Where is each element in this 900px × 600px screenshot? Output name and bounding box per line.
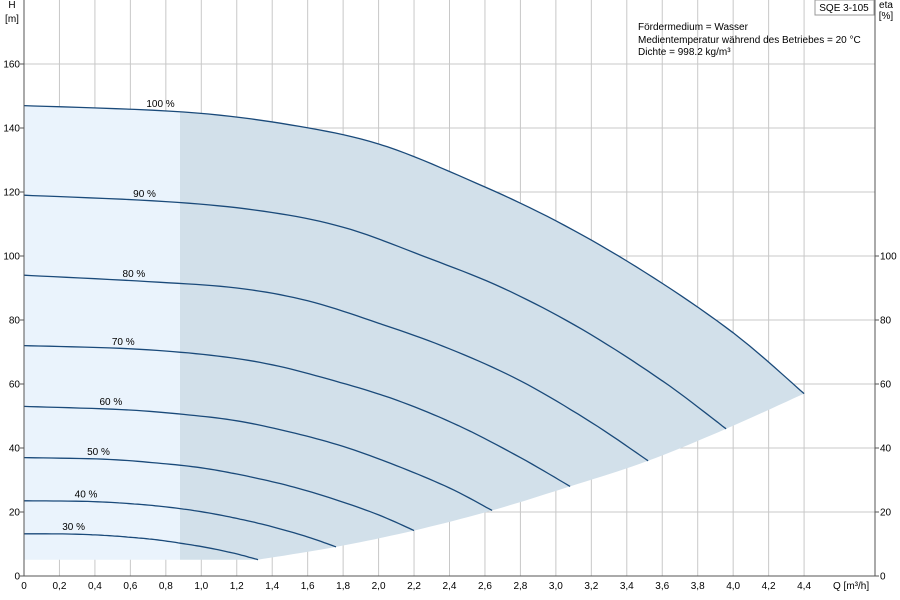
curve-label: 30 % <box>62 522 85 533</box>
curve-60-percent <box>23 405 493 511</box>
curve-label: 70 % <box>112 337 135 348</box>
x-tick-label: 0,6 <box>123 581 137 592</box>
y2-tick-label: 40 <box>880 444 892 455</box>
x-tick-label: 1,8 <box>336 581 350 592</box>
y2-tick-label: 60 <box>880 380 892 391</box>
info-density: Dichte = 998.2 kg/m³ <box>638 47 731 58</box>
curve-90-percent <box>23 194 727 430</box>
x-tick-label: 0,2 <box>53 581 67 592</box>
x-tick-label: 3,8 <box>691 581 705 592</box>
chart-title-box <box>814 0 875 16</box>
x-tick-label: 2,2 <box>407 581 421 592</box>
curves <box>23 104 805 561</box>
y-tick-label: 120 <box>3 188 20 199</box>
x-tick-label: 1,4 <box>265 581 279 592</box>
y-tick-label: 60 <box>9 380 21 391</box>
y2-tick-label: 20 <box>880 508 892 519</box>
x-tick-label: 4,2 <box>762 581 776 592</box>
y-tick-label: 20 <box>9 508 21 519</box>
curve-label: 60 % <box>99 397 122 408</box>
y-tick-label: 80 <box>9 316 21 327</box>
x-tick-label: 4,0 <box>726 581 740 592</box>
x-tick-label: 2,0 <box>372 581 386 592</box>
y-tick-label: 100 <box>3 252 20 263</box>
y2-tick-label: 80 <box>880 316 892 327</box>
y-axis-label: H <box>8 0 15 11</box>
x-tick-label: 0 <box>21 581 27 592</box>
y2-tick-label: 100 <box>880 252 897 263</box>
x-tick-label: 1,0 <box>194 581 208 592</box>
curve-70-percent <box>23 344 571 487</box>
x-tick-label: 3,0 <box>549 581 563 592</box>
x-tick-label: 1,6 <box>301 581 315 592</box>
y-tick-label: 40 <box>9 444 21 455</box>
extended-range-area <box>24 105 181 560</box>
curve-80-percent <box>23 274 649 462</box>
x-axis-label: Q [m³/h] <box>833 581 869 592</box>
recommended-range-area <box>180 111 805 560</box>
x-tick-label: 0,4 <box>88 581 102 592</box>
y-tick-label: 140 <box>3 124 20 135</box>
curve-100-percent <box>23 104 805 395</box>
x-tick-label: 3,6 <box>655 581 669 592</box>
curve-label: 100 % <box>146 99 174 110</box>
chart-title: SQE 3-105 <box>819 3 869 14</box>
x-tick-label: 3,2 <box>584 581 598 592</box>
info-temperature: Medientemperatur während des Betriebes =… <box>638 35 861 46</box>
x-tick-label: 0,8 <box>159 581 173 592</box>
x-tick-label: 2,4 <box>443 581 457 592</box>
y-axis-unit: [m] <box>5 14 19 25</box>
x-tick-label: 2,8 <box>513 581 527 592</box>
tick-labels: 0 0,2 0,4 0,6 0,8 1,0 1,2 1,4 1,6 1,8 2,0 2,2 2,4 2,6… <box>3 60 897 593</box>
y2-axis-label: eta <box>879 0 893 11</box>
curve-40-percent <box>24 500 337 548</box>
x-tick-label: 3,4 <box>620 581 634 592</box>
axes <box>23 0 876 577</box>
x-tick-label: 4,4 <box>797 581 811 592</box>
curve-50-percent <box>23 456 415 532</box>
curve-label: 80 % <box>123 269 146 280</box>
x-tick-label: 1,2 <box>230 581 244 592</box>
curve-labels: 100 % 90 % 80 % 70 % 60 % 50 % 40 % 30 % <box>62 99 175 533</box>
y2-axis-unit: [%] <box>879 11 894 22</box>
y-tick-label: 0 <box>14 572 20 583</box>
curve-30-percent <box>24 533 259 561</box>
x-tick-label: 2,6 <box>478 581 492 592</box>
curve-label: 90 % <box>133 189 156 200</box>
y-tick-label: 160 <box>3 60 20 71</box>
curve-label: 40 % <box>75 489 98 500</box>
y2-tick-label: 0 <box>880 572 886 583</box>
info-medium: Fördermedium = Wasser <box>638 22 749 33</box>
curve-label: 50 % <box>87 447 110 458</box>
operating-region <box>24 105 805 560</box>
